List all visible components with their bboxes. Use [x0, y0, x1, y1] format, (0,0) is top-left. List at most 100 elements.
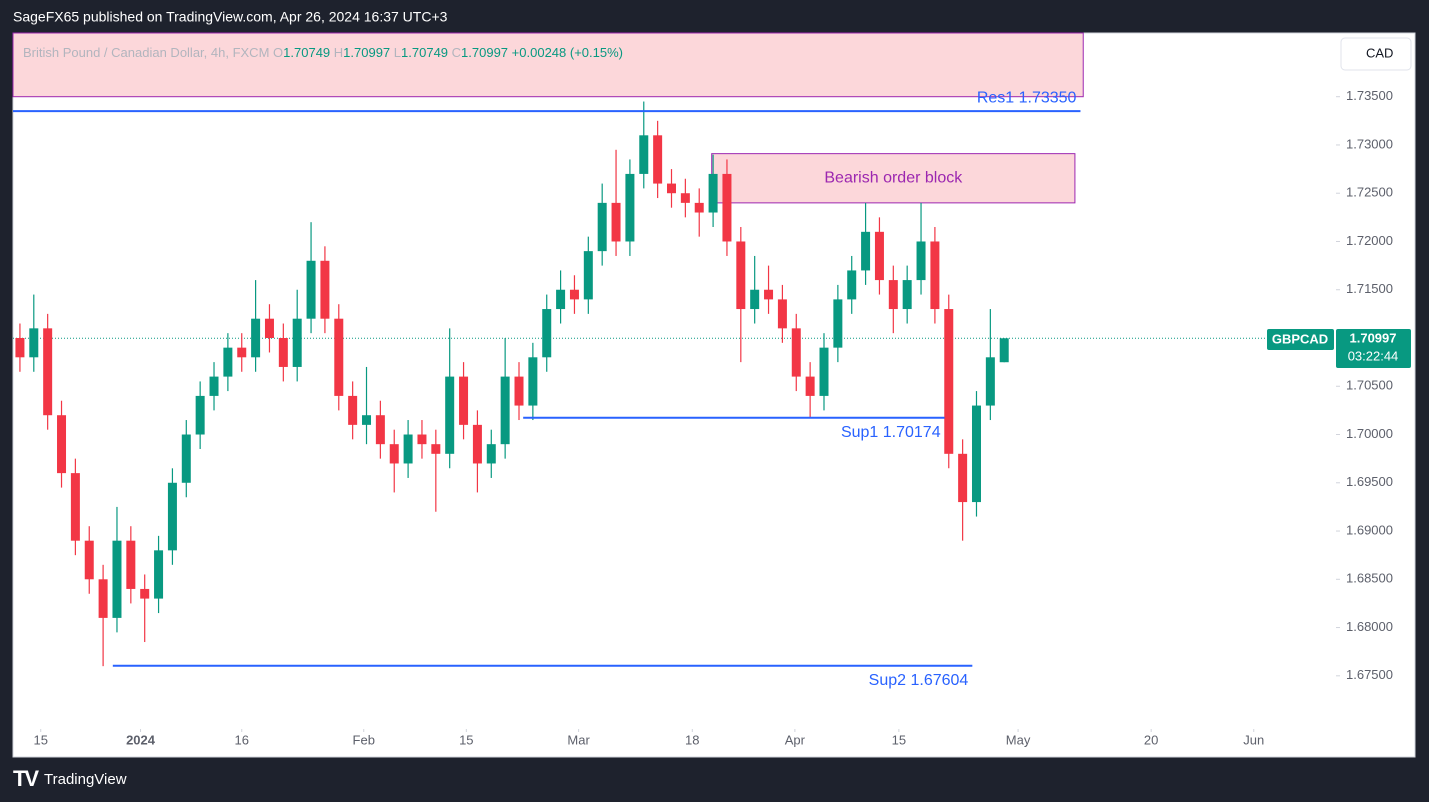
candle-body	[43, 328, 53, 416]
x-tick-label: Mar	[567, 732, 590, 747]
candle-body	[639, 135, 649, 174]
logo: TV	[13, 766, 39, 791]
candle-body	[888, 280, 898, 310]
candle-body	[971, 405, 981, 503]
x-tick-label: 15	[892, 732, 906, 747]
candle-body	[431, 444, 441, 454]
candle-body	[930, 241, 940, 310]
candle-body	[320, 260, 330, 319]
y-tick-label: 1.67500	[1346, 667, 1393, 682]
candle-body	[569, 289, 579, 300]
candle-body	[195, 395, 205, 435]
x-tick-label: 18	[685, 732, 699, 747]
candle-body	[84, 540, 94, 580]
candle-body	[653, 135, 663, 184]
candle-body	[98, 579, 108, 618]
candle-body	[874, 231, 884, 281]
currency-label: CAD	[1366, 45, 1393, 60]
change-pct: (+0.15%)	[570, 45, 623, 60]
symbol-tag-label: GBPCAD	[1272, 331, 1328, 346]
candle-body	[70, 473, 80, 541]
candle-body	[167, 482, 177, 551]
legend: British Pound / Canadian Dollar, 4h, FXC…	[23, 45, 623, 60]
candle-body	[445, 376, 455, 454]
ohlc-value: 1.70749	[401, 45, 448, 60]
x-tick-label: 15	[459, 732, 473, 747]
candle-body	[819, 347, 829, 396]
x-tick-label: May	[1006, 732, 1031, 747]
candle-body	[833, 299, 843, 348]
candle-body	[251, 318, 261, 358]
candle-body	[278, 337, 288, 367]
symbol-tag	[1267, 329, 1334, 350]
candle-body	[985, 357, 995, 406]
y-tick-label: 1.71500	[1346, 281, 1393, 296]
level-label: Sup1 1.70174	[841, 424, 941, 441]
candle-body	[223, 347, 233, 377]
candle-body	[140, 588, 150, 599]
candle-body	[944, 309, 954, 454]
candle-body	[57, 415, 67, 474]
level-label: Res1 1.73350	[977, 89, 1077, 106]
candle-body	[694, 202, 704, 213]
level-label: Sup2 1.67604	[869, 672, 969, 689]
candle-body	[306, 260, 316, 319]
chart-panel	[12, 32, 1416, 758]
candle-body	[459, 376, 469, 425]
candle-body	[126, 540, 136, 589]
candle-body	[292, 318, 302, 367]
candle-body	[417, 434, 427, 445]
zone	[711, 153, 1076, 204]
candle-body	[750, 289, 760, 310]
ohlc-key: C	[452, 45, 461, 60]
candle-body	[542, 309, 552, 358]
candle-body	[486, 444, 496, 464]
candle-body	[902, 280, 912, 310]
y-tick-label: 1.70500	[1346, 378, 1393, 393]
candle-body	[556, 289, 566, 310]
ohlc-key: L	[394, 45, 401, 60]
currency-button[interactable]	[1340, 37, 1412, 71]
candle-body	[154, 550, 164, 599]
x-tick-label: 20	[1144, 732, 1158, 747]
candle-body	[112, 540, 122, 618]
candle-body	[362, 415, 372, 425]
candle-body	[583, 251, 593, 300]
candle-body	[861, 231, 871, 271]
y-tick-label: 1.72500	[1346, 185, 1393, 200]
y-tick-label: 1.70000	[1346, 426, 1393, 441]
candle-body	[847, 270, 857, 300]
candle-body	[375, 415, 385, 445]
candle-body	[764, 289, 774, 300]
price-tag-countdown: 03:22:44	[1348, 348, 1399, 363]
change: +0.00248	[512, 45, 567, 60]
candle-body	[348, 395, 358, 425]
ohlc-key: O	[273, 45, 283, 60]
candle-body	[15, 337, 25, 358]
y-tick-label: 1.73000	[1346, 136, 1393, 151]
x-tick-label: Jun	[1243, 732, 1264, 747]
candle-body	[999, 338, 1009, 363]
x-tick-label: Apr	[785, 732, 806, 747]
candle-body	[29, 328, 39, 358]
brand: TradingView	[44, 771, 127, 788]
candle-body	[209, 376, 219, 396]
candle-body	[736, 241, 746, 310]
candle-body	[916, 241, 926, 281]
candle-body	[667, 183, 676, 194]
plot: 1.67500 1.68000 1.68500 1.69000 1.69500 1.700…	[12, 32, 1411, 747]
y-tick-label: 1.73500	[1346, 88, 1393, 103]
ohlc-value: 1.70749	[283, 45, 330, 60]
x-tick-label: 2024	[126, 732, 156, 747]
candle-body	[528, 357, 538, 406]
x-tick-label: 15	[33, 732, 47, 747]
candle-body	[264, 318, 274, 338]
candle-body	[722, 173, 732, 242]
y-tick-label: 1.69500	[1346, 474, 1393, 489]
x-tick-label: Feb	[353, 732, 375, 747]
y-tick-label: 1.72000	[1346, 233, 1393, 248]
candle-body	[680, 193, 690, 203]
y-tick-label: 1.69000	[1346, 522, 1393, 537]
candle-body	[597, 202, 607, 252]
